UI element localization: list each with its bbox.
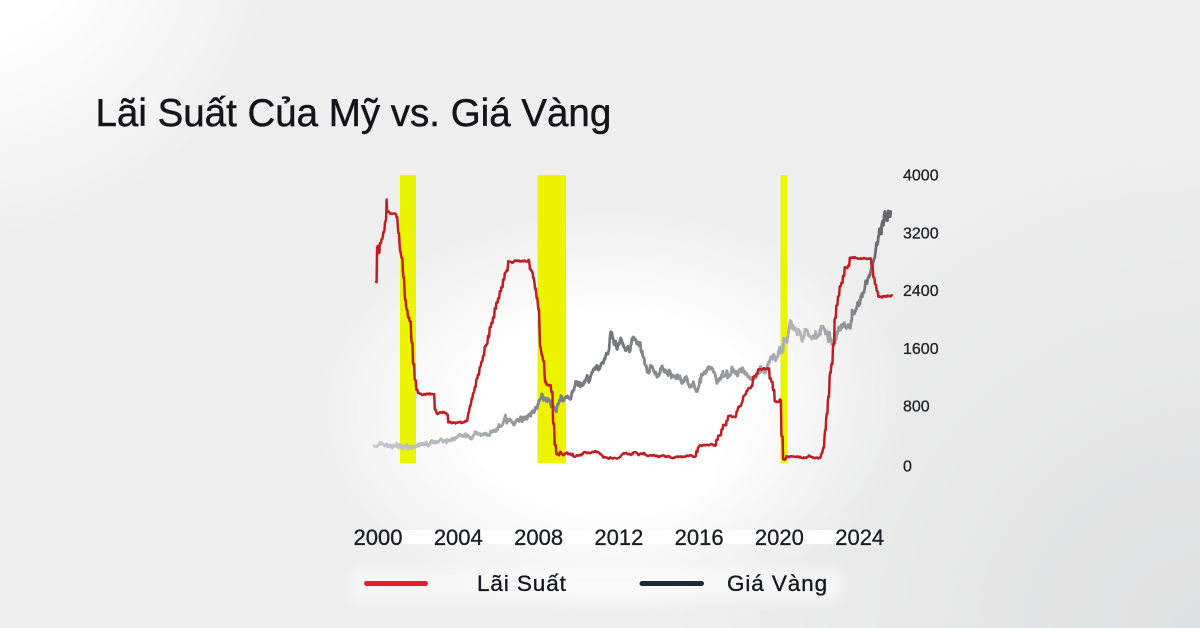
svg-text:4000: 4000 xyxy=(903,168,939,185)
svg-text:2008: 2008 xyxy=(514,525,563,550)
svg-text:Lãi Suất: Lãi Suất xyxy=(477,571,567,596)
svg-text:Lãi Suất Của Mỹ vs. Giá Vàng: Lãi Suất Của Mỹ vs. Giá Vàng xyxy=(96,92,612,135)
svg-text:1600: 1600 xyxy=(903,341,939,358)
svg-text:Giá Vàng: Giá Vàng xyxy=(727,571,828,596)
svg-text:2024: 2024 xyxy=(835,525,884,550)
svg-text:2020: 2020 xyxy=(755,525,804,550)
svg-text:2016: 2016 xyxy=(675,525,724,550)
svg-text:0: 0 xyxy=(903,459,912,476)
svg-text:800: 800 xyxy=(903,399,930,416)
svg-text:2012: 2012 xyxy=(594,525,643,550)
svg-text:2004: 2004 xyxy=(434,525,483,550)
svg-text:2400: 2400 xyxy=(903,283,939,300)
svg-text:3200: 3200 xyxy=(903,225,939,242)
svg-text:2000: 2000 xyxy=(354,525,403,550)
